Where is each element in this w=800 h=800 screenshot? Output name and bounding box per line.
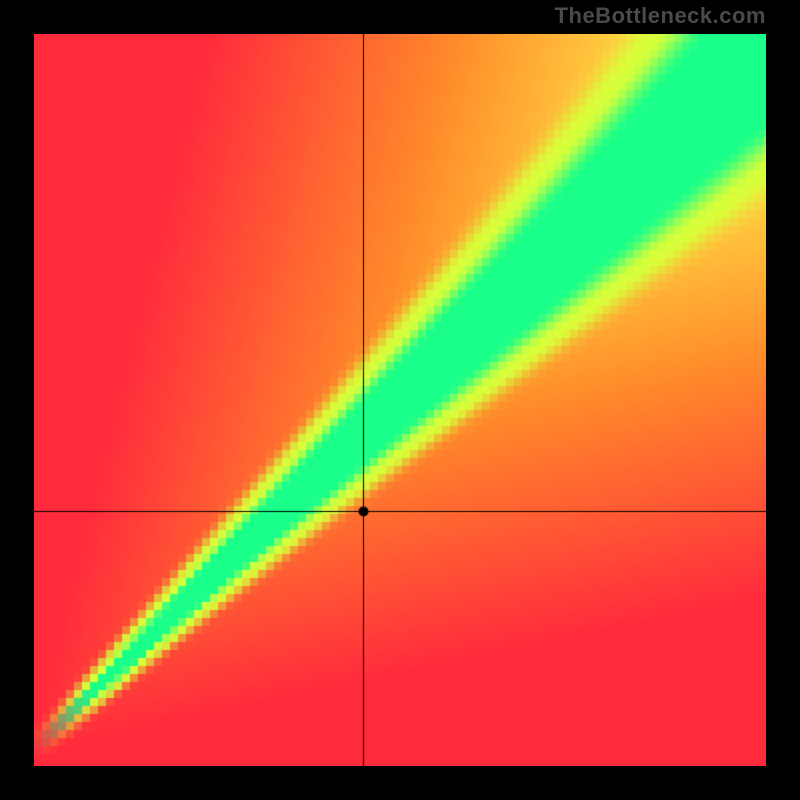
crosshair-overlay xyxy=(34,34,766,766)
chart-container: TheBottleneck.com xyxy=(0,0,800,800)
brand-watermark: TheBottleneck.com xyxy=(555,3,766,29)
